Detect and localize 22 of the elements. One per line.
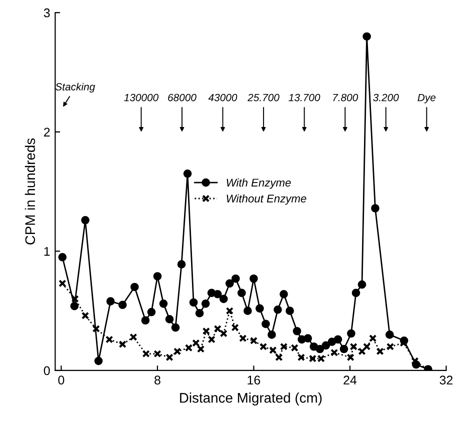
annotation: 3.200 <box>373 94 399 102</box>
annotation: 68000 <box>168 94 196 102</box>
legend-label: Without Enzyme <box>226 194 306 205</box>
y-tick-label: 1 <box>44 247 50 256</box>
annotation: 7.800 <box>333 94 358 102</box>
x-tick-label: 24 <box>344 376 357 384</box>
x-tick-label: 32 <box>440 376 453 385</box>
annotation: Stacking <box>55 82 96 93</box>
y-tick-label: 3 <box>44 8 50 18</box>
annotation: 25.700 <box>248 94 280 102</box>
x-tick-label: 16 <box>248 376 260 385</box>
x-tick-label: 8 <box>154 376 160 385</box>
x-tick-label: 0 <box>58 376 64 385</box>
annotation: 43000 <box>208 94 238 102</box>
y-tick-label: 2 <box>44 128 50 136</box>
x-axis-title: Distance Migrated (cm) <box>180 392 322 406</box>
y-tick-label: 0 <box>44 366 50 376</box>
annotation: 130000 <box>124 94 159 102</box>
annotation: Dye <box>418 94 436 104</box>
y-axis-title: CPM in hundreds <box>24 138 36 244</box>
annotation: 13.700 <box>288 94 320 102</box>
legend-label: With Enzyme <box>226 178 291 189</box>
